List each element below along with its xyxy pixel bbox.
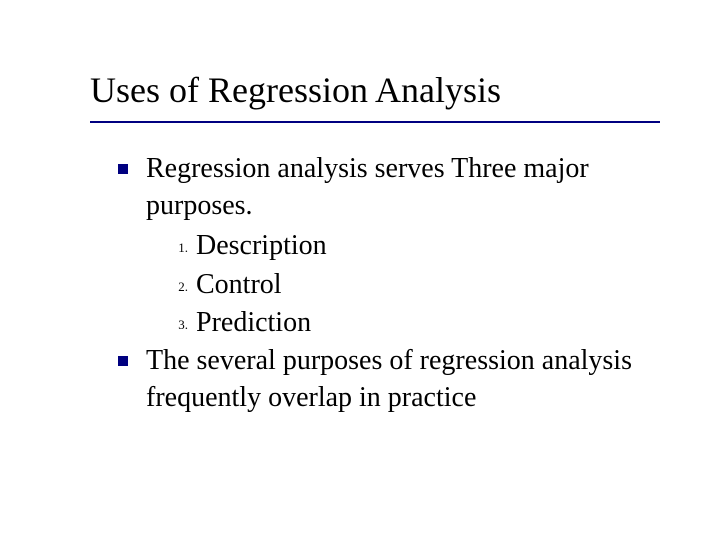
list-item: 3. Prediction	[174, 305, 660, 341]
bullet-text: Regression analysis serves Three major p…	[146, 151, 660, 224]
list-number: 2.	[174, 279, 188, 295]
content-area: Regression analysis serves Three major p…	[90, 151, 660, 416]
list-number: 1.	[174, 240, 188, 256]
list-item: 1. Description	[174, 228, 660, 264]
list-text: Prediction	[196, 305, 311, 341]
list-item: 2. Control	[174, 267, 660, 303]
square-bullet-icon	[118, 164, 128, 174]
slide: Uses of Regression Analysis Regression a…	[0, 0, 720, 540]
bullet-item: The several purposes of regression analy…	[118, 343, 660, 416]
numbered-list: 1. Description 2. Control 3. Prediction	[118, 228, 660, 341]
list-text: Description	[196, 228, 327, 264]
bullet-text: The several purposes of regression analy…	[146, 343, 660, 416]
bullet-item: Regression analysis serves Three major p…	[118, 151, 660, 224]
title-underline: Uses of Regression Analysis	[90, 70, 660, 123]
list-text: Control	[196, 267, 282, 303]
square-bullet-icon	[118, 356, 128, 366]
slide-title: Uses of Regression Analysis	[90, 70, 660, 111]
list-number: 3.	[174, 317, 188, 333]
